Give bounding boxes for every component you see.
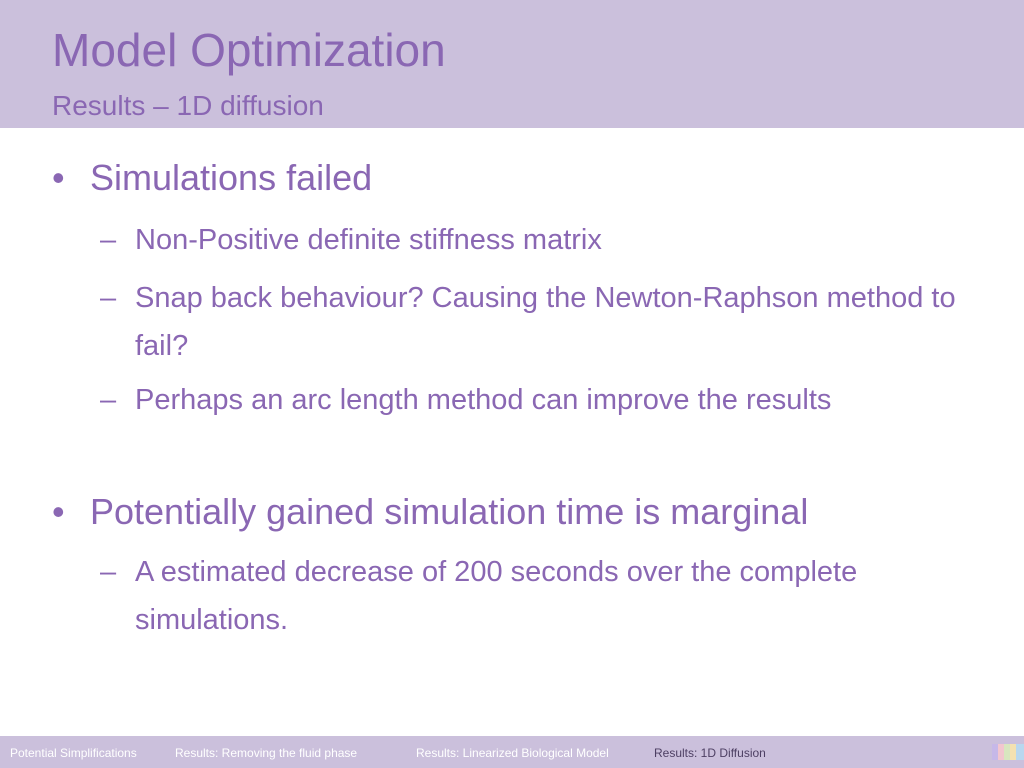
bullet-marker: • [52,157,65,198]
footer-link-removing-fluid-phase[interactable]: Results: Removing the fluid phase [175,746,358,760]
bullet-text: Non-Positive definite stiffness matrix [135,224,602,256]
bullet-marker: – [100,556,117,588]
bullet-text: A estimated decrease of 200 seconds over… [135,556,858,636]
bullet-text: Perhaps an arc length method can improve… [135,384,832,416]
slide-title: Model Optimization [52,24,446,76]
bullet-marker: – [100,282,117,314]
bullet-marker: – [100,224,117,256]
bullet-text: Potentially gained simulation time is ma… [90,491,809,532]
slide-footer-navigation: Potential Simplifications Results: Remov… [0,736,1024,768]
bullet-text: Simulations failed [90,157,373,198]
bullet-text: Snap back behaviour? Causing the Newton-… [135,282,956,362]
palette-swatch-icon [992,744,1024,760]
footer-link-1d-diffusion[interactable]: Results: 1D Diffusion [654,746,766,760]
footer-link-linearized-biological-model[interactable]: Results: Linearized Biological Model [416,746,609,760]
slide-subtitle: Results – 1D diffusion [52,90,324,121]
bullet-marker: • [52,491,65,532]
footer-link-potential-simplifications[interactable]: Potential Simplifications [10,746,137,760]
slide-content: • Simulations failed – Non-Positive defi… [0,128,1024,736]
slide-header: Model Optimization Results – 1D diffusio… [0,0,1024,128]
bullet-marker: – [100,384,117,416]
